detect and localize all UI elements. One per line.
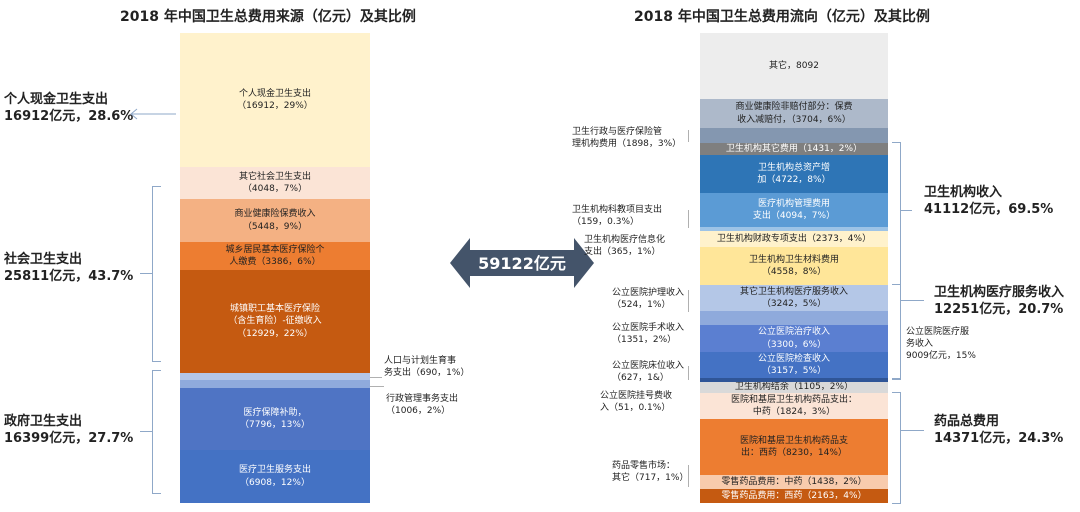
label-surgery-income: 公立医院手术收入 （1351，2%） xyxy=(612,323,685,346)
brace-government xyxy=(152,370,161,494)
group-drug-total: 药品总费用 14371亿元，24.3% xyxy=(934,414,1064,446)
brace-tick xyxy=(900,300,924,301)
left-stacked-bar: 个人现金卫生支出 （16912，29%） 其它社会卫生支出 （4048，7%） 商业… xyxy=(180,33,370,503)
brace-social xyxy=(152,186,161,362)
seg-employee-insurance: 城镇职工基本医疗保险 （含生育险）-征缴收入 （12929，22%） xyxy=(180,270,370,373)
group-institution-income: 卫生机构收入 41112亿元，69.5% xyxy=(924,185,1054,217)
leader-line xyxy=(688,210,689,228)
label-research-projects: 卫生机构科教项目支出 （159，0.3%） xyxy=(572,205,663,228)
seg-other-medical-service: 其它卫生机构医疗服务收入 （3242，5%） xyxy=(700,285,888,311)
seg-institution-surplus: 卫生机构结余（1105，2%） xyxy=(700,382,888,393)
leader-line xyxy=(370,377,382,378)
arrow-left-icon xyxy=(130,108,176,120)
group-personal-cash: 个人现金卫生支出 16912亿元，28.6% xyxy=(4,92,134,124)
seg-total-assets-increase: 卫生机构总资产增 加（4722，8%） xyxy=(700,155,888,193)
subgroup-public-hospital: 公立医院医疗服 务收入 9009亿元，15% xyxy=(906,327,976,362)
leader-line xyxy=(370,386,384,387)
label-retail-other: 药品零售市场： 其它（717，1%） xyxy=(612,461,689,484)
label-bed-income: 公立医院床位收入 （627，1&） xyxy=(612,361,685,384)
label-nursing-income: 公立医院护理收入 （524，1%） xyxy=(612,288,685,311)
seg-research-info xyxy=(700,227,888,231)
label-information-tech: 卫生机构医疗信息化 支出（365，1%） xyxy=(584,235,666,258)
seg-admin-affairs xyxy=(180,380,370,388)
group-social: 社会卫生支出 25811亿元，43.7% xyxy=(4,252,134,284)
leader-line xyxy=(688,366,689,380)
brace-tick xyxy=(900,210,912,211)
seg-retail-western: 零售药品费用：西药（2163，4%） xyxy=(700,489,888,503)
seg-resident-insurance: 城乡居民基本医疗保险个 人缴费（3386，6%） xyxy=(180,242,370,270)
seg-bed-registration xyxy=(700,378,888,382)
seg-health-service-expense: 医疗卫生服务支出 （6908，12%） xyxy=(180,450,370,503)
brace-tick xyxy=(140,431,152,432)
leader-line xyxy=(688,290,689,312)
seg-hospital-western-drugs: 医院和基层卫生机构药品支 出：西药（8230，14%） xyxy=(700,419,888,475)
seg-nursing-surgery xyxy=(700,311,888,325)
seg-medical-security-subsidy: 医疗保障补助， （7796，13%） xyxy=(180,388,370,450)
brace-drug-total xyxy=(892,392,901,504)
brace-tick xyxy=(140,273,152,274)
group-government: 政府卫生支出 16399亿元，27.7% xyxy=(4,414,134,446)
leader-line xyxy=(688,465,689,487)
brace-institution-income xyxy=(892,142,901,379)
seg-other: 其它，8092 xyxy=(700,33,888,99)
label-population-planning: 人口与计划生育事 务支出（690，1%） xyxy=(384,356,470,379)
seg-management-cost: 医疗机构管理费用 支出（4094，7%） xyxy=(700,193,888,227)
seg-commercial-non-claim: 商业健康险非赔付部分：保费 收入减赔付，（3704，6%） xyxy=(700,99,888,128)
seg-other-social: 其它社会卫生支出 （4048，7%） xyxy=(180,167,370,199)
group-medical-service: 卫生机构医疗服务收入 12251亿元，20.7% xyxy=(934,285,1065,317)
label-admin-affairs: 行政管理事务支出 （1006，2%） xyxy=(386,394,459,417)
right-chart-title: 2018 年中国卫生总费用流向（亿元）及其比例 xyxy=(634,9,930,25)
seg-population-planning xyxy=(180,373,370,380)
right-stacked-bar: 其它，8092 商业健康险非赔付部分：保费 收入减赔付，（3704，6%） 卫生机… xyxy=(700,33,888,503)
seg-material-cost: 卫生机构卫生材料费用 （4558，8%） xyxy=(700,247,888,285)
double-arrow-icon xyxy=(450,238,594,288)
total-amount: 59122亿元 xyxy=(478,254,566,273)
brace-tick xyxy=(900,430,924,431)
seg-commercial-insurance: 商业健康险保费收入 （5448，9%） xyxy=(180,199,370,242)
seg-hospital-tcm-drugs: 医院和基层卫生机构药品支出： 中药（1824，3%） xyxy=(700,393,888,419)
seg-admin-insurance-org xyxy=(700,128,888,143)
seg-exam-income: 公立医院检查收入 （3157，5%） xyxy=(700,352,888,378)
label-admin-insurance-org: 卫生行政与医疗保险管 理机构费用（1898，3%） xyxy=(572,127,682,150)
seg-institution-other-cost: 卫生机构其它费用（1431，2%） xyxy=(700,143,888,155)
left-chart-title: 2018 年中国卫生总费用来源（亿元）及其比例 xyxy=(120,9,416,25)
label-registration-income: 公立医院挂号费收 入（51，0.1%） xyxy=(600,391,673,414)
seg-personal-cash: 个人现金卫生支出 （16912，29%） xyxy=(180,33,370,167)
seg-fiscal-special: 卫生机构财政专项支出（2373，4%） xyxy=(700,231,888,247)
seg-retail-tcm: 零售药品费用：中药（1438，2%） xyxy=(700,475,888,489)
seg-treatment-income: 公立医院治疗收入 （3300，6%） xyxy=(700,325,888,352)
brace-medical-service xyxy=(892,284,901,380)
leader-line xyxy=(688,130,689,142)
